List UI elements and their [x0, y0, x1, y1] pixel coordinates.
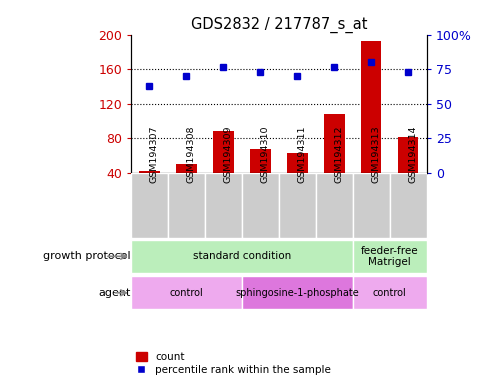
Text: GSM194313: GSM194313: [371, 125, 379, 183]
Bar: [204, 173, 242, 238]
Text: GSM194314: GSM194314: [408, 125, 416, 183]
Bar: [131, 173, 167, 238]
Bar: [176, 164, 196, 173]
Text: GSM194311: GSM194311: [297, 125, 306, 183]
Text: GSM194307: GSM194307: [149, 125, 158, 183]
Bar: [315, 173, 352, 238]
Bar: [361, 41, 381, 173]
Bar: [389, 173, 426, 238]
Legend: count, percentile rank within the sample: count, percentile rank within the sample: [136, 352, 330, 375]
Text: control: control: [169, 288, 203, 298]
Bar: [131, 240, 352, 273]
Bar: [250, 149, 270, 173]
Bar: [131, 276, 242, 309]
Bar: [352, 240, 426, 273]
Bar: [397, 137, 418, 173]
Text: feeder-free
Matrigel: feeder-free Matrigel: [360, 245, 418, 267]
Text: growth protocol: growth protocol: [43, 251, 131, 262]
Text: agent: agent: [98, 288, 131, 298]
Bar: [167, 173, 204, 238]
Bar: [242, 276, 352, 309]
Text: GSM194308: GSM194308: [186, 125, 195, 183]
Bar: [287, 153, 307, 173]
Bar: [213, 131, 233, 173]
Bar: [139, 171, 159, 173]
Text: GSM194309: GSM194309: [223, 125, 232, 183]
Bar: [323, 114, 344, 173]
Text: control: control: [372, 288, 406, 298]
Text: GSM194312: GSM194312: [333, 125, 343, 183]
Bar: [278, 173, 315, 238]
Title: GDS2832 / 217787_s_at: GDS2832 / 217787_s_at: [190, 17, 366, 33]
Text: GSM194310: GSM194310: [260, 125, 269, 183]
Bar: [242, 173, 278, 238]
Text: standard condition: standard condition: [192, 251, 290, 262]
Bar: [352, 173, 389, 238]
Bar: [352, 276, 426, 309]
Text: sphingosine-1-phosphate: sphingosine-1-phosphate: [235, 288, 359, 298]
